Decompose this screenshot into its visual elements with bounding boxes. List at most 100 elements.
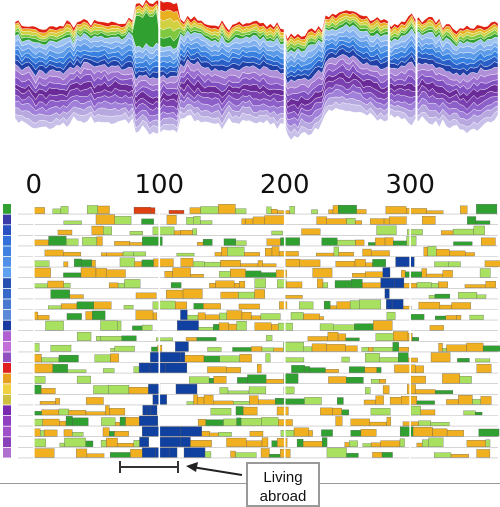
heat-cell	[197, 312, 206, 320]
heat-cell	[135, 310, 154, 320]
heat-cell	[372, 259, 386, 267]
heat-cell	[179, 352, 186, 363]
heat-cell	[48, 305, 62, 310]
x-tick-label: 200	[259, 170, 310, 200]
row-color-swatch	[3, 373, 11, 384]
heat-cell	[133, 206, 151, 214]
heat-cell	[182, 288, 203, 299]
heat-cell	[59, 442, 65, 447]
heat-cell	[375, 395, 384, 405]
heat-cell	[117, 443, 134, 447]
heat-cell	[108, 385, 130, 394]
heat-cell	[410, 405, 421, 416]
heat-cell	[230, 268, 246, 278]
heat-cell	[460, 205, 468, 214]
heat-cell	[393, 240, 407, 246]
heat-cell	[337, 333, 347, 341]
heat-cell	[123, 305, 134, 310]
heat-cell	[278, 251, 299, 257]
heat-cell	[352, 273, 366, 278]
heat-cell	[416, 282, 432, 288]
heat-cell	[33, 267, 51, 278]
heat-cell	[430, 352, 451, 363]
heat-cell	[95, 268, 107, 278]
heat-cell	[100, 440, 107, 447]
heat-cell	[370, 408, 391, 416]
heat-cell	[271, 440, 278, 447]
heat-cell	[141, 259, 154, 267]
heat-cell	[423, 246, 428, 257]
row-color-swatch	[3, 299, 11, 310]
heat-cell	[257, 364, 262, 373]
heat-cell	[436, 249, 450, 257]
heat-cell	[95, 214, 115, 225]
heat-cell	[392, 342, 399, 352]
heat-cell	[236, 321, 247, 331]
heat-cell	[311, 209, 318, 214]
heat-cell	[63, 261, 69, 267]
heat-cell	[429, 325, 444, 331]
heat-cell	[321, 429, 333, 437]
heat-cell	[33, 376, 46, 384]
heat-cell	[97, 205, 110, 214]
heat-cell	[159, 437, 181, 447]
heat-cell	[275, 269, 287, 278]
heat-cell	[464, 284, 486, 288]
heat-cell	[407, 229, 423, 235]
heat-cell	[271, 230, 283, 235]
heat-cell	[37, 315, 50, 320]
heat-cell	[346, 217, 356, 225]
heat-cell	[102, 427, 110, 437]
heat-cell	[148, 384, 161, 394]
heat-cell	[142, 426, 160, 437]
heat-cell	[391, 299, 404, 310]
heat-cell	[260, 272, 277, 278]
heat-cell	[47, 280, 64, 288]
heat-cell	[485, 439, 491, 447]
heat-cell	[475, 411, 483, 416]
heat-cell	[192, 228, 198, 235]
heat-cell	[363, 399, 376, 405]
heat-cell	[355, 239, 365, 246]
heat-cell	[484, 260, 500, 267]
heat-cell	[249, 395, 259, 405]
heat-cell	[465, 252, 475, 257]
heat-cell	[226, 367, 241, 373]
heat-cell	[283, 386, 295, 394]
row-color-swatch	[3, 384, 11, 394]
heat-cell	[209, 432, 219, 437]
heat-cell	[205, 314, 220, 320]
divider	[320, 483, 500, 484]
heat-cell	[467, 216, 477, 225]
heat-cell	[442, 348, 447, 352]
annotation-bracket	[119, 461, 243, 476]
heat-cell	[33, 428, 41, 437]
heat-cell	[213, 324, 220, 331]
heat-cell	[241, 218, 246, 225]
heat-cell	[142, 405, 148, 416]
heat-cell	[277, 438, 288, 447]
heat-cell	[92, 310, 106, 320]
x-axis: 0 100 200 300	[0, 170, 500, 206]
row-color-swatch	[3, 341, 11, 352]
heat-cell	[190, 440, 212, 447]
heat-cell	[166, 215, 177, 225]
heat-cell	[335, 416, 343, 426]
heat-cell	[94, 354, 111, 363]
heat-cell	[415, 365, 424, 373]
heat-cell	[237, 377, 248, 384]
heat-cell	[341, 356, 350, 363]
heat-cell	[365, 387, 371, 394]
heat-cell	[426, 273, 443, 278]
heat-cell	[451, 302, 471, 310]
heat-cell	[86, 397, 104, 405]
heat-cell	[39, 401, 56, 405]
heat-cell	[466, 440, 486, 447]
heat-cell	[412, 427, 433, 437]
heat-cell	[164, 271, 173, 278]
heat-cell	[209, 283, 216, 288]
heat-cell	[323, 300, 331, 310]
heat-cell	[86, 453, 105, 458]
heat-cell	[207, 366, 227, 373]
heat-cell	[322, 437, 328, 447]
